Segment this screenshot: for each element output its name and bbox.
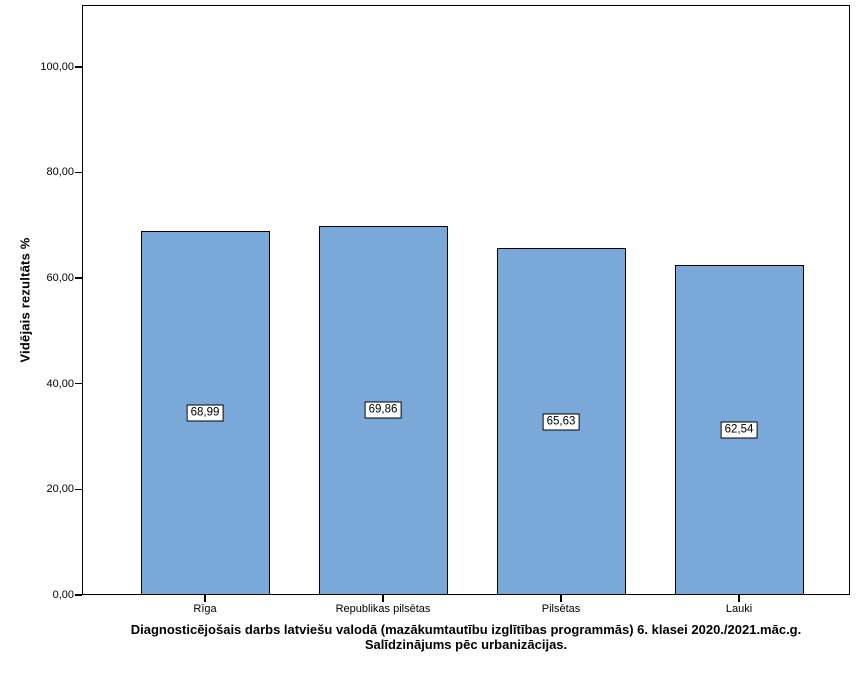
y-tick-mark (75, 277, 82, 279)
y-tick-label: 40,00 (46, 377, 74, 390)
y-tick-mark (75, 66, 82, 68)
bar-value-label: 62,54 (720, 421, 758, 439)
y-tick-label: 20,00 (46, 483, 74, 496)
bar-value-label: 65,63 (542, 413, 580, 431)
chart-title-line-1: Diagnosticējošais darbs latviešu valodā … (130, 622, 802, 637)
x-tick-label: Pilsētas (541, 603, 581, 615)
y-tick-label: 60,00 (46, 272, 74, 285)
y-axis-title: Vidējais rezultāts % (17, 237, 33, 363)
y-tick-label: 80,00 (46, 166, 74, 179)
y-tick-mark (75, 488, 82, 491)
x-tick-mark (560, 595, 562, 602)
chart-title-line-2: Salīdzinājums pēc urbanizācijas. (364, 636, 568, 652)
x-tick-label: Rīga (193, 603, 217, 615)
y-tick-label: 0,00 (52, 589, 74, 601)
y-tick-mark (75, 382, 82, 385)
chart-title: Diagnosticējošais darbs latviešu valodā … (82, 622, 850, 652)
y-tick-mark (75, 171, 82, 174)
x-tick-mark (204, 595, 206, 602)
x-tick-label: Lauki (725, 603, 753, 615)
y-tick-label: 100,00 (40, 60, 74, 73)
x-tick-mark (738, 595, 740, 602)
bar-value-label: 69,86 (364, 401, 402, 419)
x-tick-label: Republikas pilsētas (335, 603, 431, 615)
bar-value-label: 68,99 (186, 404, 224, 422)
y-tick-mark (75, 594, 82, 596)
x-tick-mark (382, 595, 384, 602)
